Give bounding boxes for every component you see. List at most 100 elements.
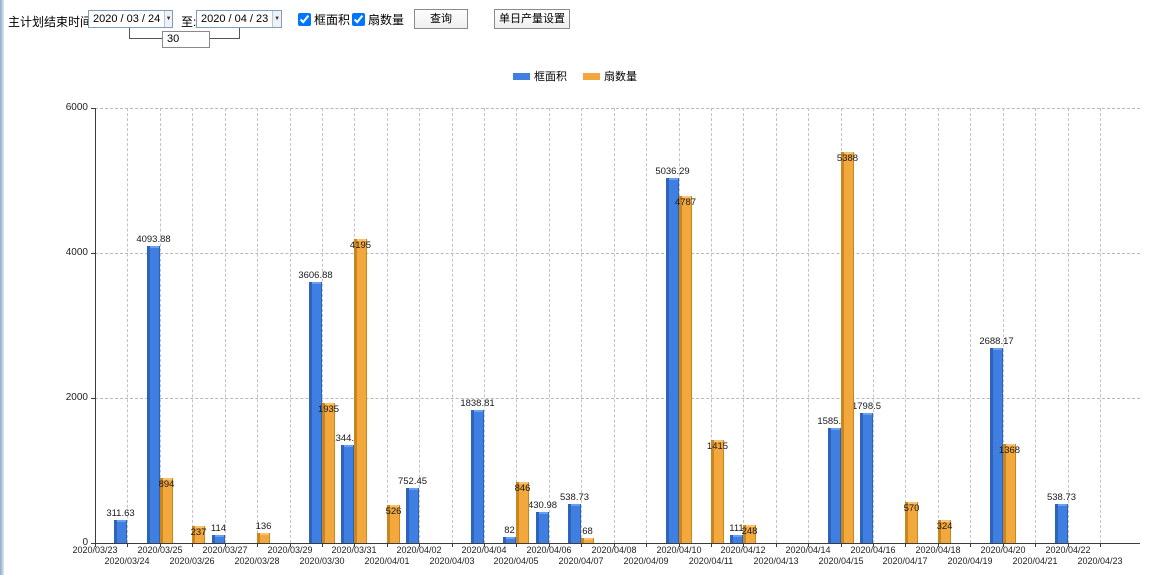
bar-value-label: 1415 bbox=[706, 441, 729, 452]
connector-line bbox=[204, 38, 240, 39]
x-axis-tick bbox=[581, 543, 582, 547]
chart-bar bbox=[516, 482, 529, 543]
chart-bar bbox=[581, 538, 594, 543]
grid-line-horizontal bbox=[95, 108, 1140, 109]
chevron-down-icon[interactable]: ▼ bbox=[164, 11, 172, 27]
x-axis-tick bbox=[95, 543, 96, 547]
bar-value-label: 68 bbox=[582, 526, 593, 537]
x-axis-tick-label: 2020/04/02 bbox=[396, 545, 442, 555]
x-axis-tick-label: 2020/04/05 bbox=[493, 556, 539, 566]
interval-days-input[interactable]: 30 bbox=[162, 31, 210, 48]
grid-line-horizontal bbox=[95, 253, 1140, 254]
legend-item-fan-count: 扇数量 bbox=[583, 68, 637, 84]
checkbox-fan-count-label: 扇数量 bbox=[368, 13, 405, 27]
x-axis-tick bbox=[257, 543, 258, 547]
grid-line-vertical bbox=[322, 108, 323, 543]
x-axis-tick-label: 2020/04/12 bbox=[720, 545, 766, 555]
grid-line-vertical bbox=[938, 108, 939, 543]
plan-end-time-label: 主计划结束时间: bbox=[8, 15, 96, 29]
y-axis-tick bbox=[91, 543, 95, 544]
x-axis-tick-label: 2020/04/07 bbox=[558, 556, 604, 566]
grid-line-vertical bbox=[549, 108, 550, 543]
chart-bar bbox=[257, 533, 270, 543]
bar-value-label: 136 bbox=[255, 521, 272, 532]
query-button[interactable]: 查询 bbox=[414, 9, 468, 29]
bar-value-label: 311.63 bbox=[106, 508, 135, 519]
y-axis-tick bbox=[91, 253, 95, 254]
chart-bar bbox=[406, 488, 419, 543]
daily-output-settings-button[interactable]: 单日产量设置 bbox=[494, 9, 570, 29]
x-axis-tick bbox=[1035, 543, 1036, 547]
chart-bar bbox=[730, 535, 743, 543]
x-axis-tick-label: 2020/04/16 bbox=[850, 545, 896, 555]
x-axis-tick bbox=[127, 543, 128, 547]
chart-bar bbox=[212, 535, 225, 543]
x-axis-tick-label: 2020/03/26 bbox=[169, 556, 215, 566]
x-axis-tick bbox=[711, 543, 712, 547]
chart-bar bbox=[938, 520, 951, 543]
date-to-picker[interactable]: 2020 / 04 / 23 ▼ bbox=[196, 10, 282, 28]
bar-value-label: 2688.17 bbox=[979, 336, 1014, 347]
chart-bar bbox=[743, 525, 756, 543]
x-axis-tick bbox=[322, 543, 323, 547]
bar-value-label: 114 bbox=[210, 523, 227, 534]
bar-value-label: 4093.88 bbox=[136, 234, 171, 245]
legend-item-frame-area: 框面积 bbox=[513, 68, 567, 84]
chart-bar bbox=[354, 239, 367, 543]
grid-line-vertical bbox=[452, 108, 453, 543]
x-axis-tick bbox=[808, 543, 809, 547]
bar-value-label: 846 bbox=[514, 483, 531, 494]
grid-line-vertical bbox=[127, 108, 128, 543]
chart-bar bbox=[471, 410, 484, 543]
chevron-down-icon[interactable]: ▼ bbox=[272, 11, 281, 27]
chart-bar bbox=[828, 428, 841, 543]
grid-line-vertical bbox=[290, 108, 291, 543]
x-axis-tick-label: 2020/03/23 bbox=[72, 545, 118, 555]
to-label: 至: bbox=[181, 15, 197, 29]
grid-line-vertical bbox=[970, 108, 971, 543]
y-axis-tick bbox=[91, 398, 95, 399]
x-axis-tick-label: 2020/03/28 bbox=[234, 556, 280, 566]
chart-bar bbox=[341, 445, 354, 543]
grid-line-vertical bbox=[581, 108, 582, 543]
bar-value-label: 1344.95 bbox=[330, 433, 365, 444]
x-axis-tick-label: 2020/04/22 bbox=[1045, 545, 1091, 555]
x-axis-tick-label: 2020/03/27 bbox=[202, 545, 248, 555]
chart-bar bbox=[309, 282, 322, 543]
fan-count-swatch-icon bbox=[583, 72, 600, 80]
bar-value-label: 3606.88 bbox=[298, 270, 333, 281]
x-axis-tick-label: 2020/04/20 bbox=[980, 545, 1026, 555]
checkbox-fan-count[interactable]: 扇数量 bbox=[352, 11, 404, 28]
grid-line-vertical bbox=[873, 108, 874, 543]
frame-area-swatch-icon bbox=[513, 72, 530, 80]
x-axis-tick bbox=[516, 543, 517, 547]
x-axis-tick bbox=[452, 543, 453, 547]
fan-count-checkbox-input[interactable] bbox=[352, 13, 365, 26]
bar-value-label: 1798.5 bbox=[851, 401, 882, 412]
legend-frame-area-label: 框面积 bbox=[534, 71, 567, 83]
grid-line-vertical bbox=[711, 108, 712, 543]
frame-area-checkbox-input[interactable] bbox=[298, 13, 311, 26]
bar-value-label: 752.45 bbox=[397, 476, 428, 487]
date-from-picker[interactable]: 2020 / 03 / 24 ▼ bbox=[88, 10, 173, 28]
chart-bar bbox=[990, 348, 1003, 543]
bar-value-label: 538.73 bbox=[559, 492, 590, 503]
grid-line-vertical bbox=[257, 108, 258, 543]
grid-line-vertical bbox=[192, 108, 193, 543]
x-axis-tick bbox=[160, 543, 161, 547]
bar-value-label: 111 bbox=[729, 523, 744, 534]
grid-line-vertical bbox=[484, 108, 485, 543]
legend-fan-count-label: 扇数量 bbox=[604, 71, 637, 83]
x-axis-tick bbox=[970, 543, 971, 547]
x-axis-tick-label: 2020/04/15 bbox=[818, 556, 864, 566]
grid-line-vertical bbox=[905, 108, 906, 543]
x-axis-tick bbox=[679, 543, 680, 547]
date-to-value: 2020 / 04 / 23 bbox=[201, 13, 269, 25]
bar-value-label: 4787 bbox=[674, 197, 697, 208]
checkbox-frame-area[interactable]: 框面积 bbox=[298, 11, 350, 28]
grid-line-vertical bbox=[1003, 108, 1004, 543]
y-axis-tick bbox=[91, 108, 95, 109]
date-from-value: 2020 / 03 / 24 bbox=[93, 13, 161, 25]
connector-line bbox=[129, 28, 130, 39]
